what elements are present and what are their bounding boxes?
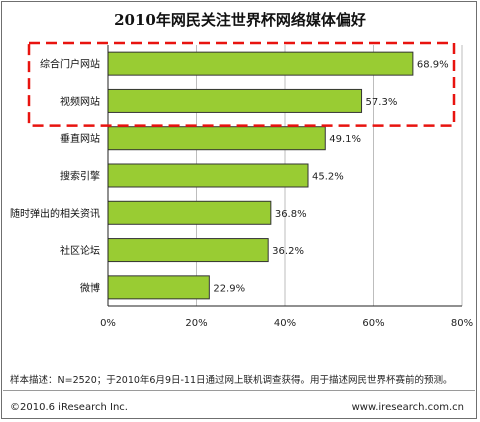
value-label: 57.3%: [366, 97, 398, 108]
x-axis-tick-labels: 0% 20% 40% 60% 80%: [100, 318, 473, 329]
x-tick-label: 40%: [274, 318, 296, 329]
category-label: 综合门户网站: [40, 58, 100, 71]
bars: [107, 51, 414, 300]
category-label: 微博: [80, 281, 100, 294]
bar: [107, 238, 269, 263]
value-label: 22.9%: [213, 283, 245, 294]
bar: [107, 51, 414, 76]
x-tick-label: 80%: [451, 318, 473, 329]
copyright-text: ©2010.6 iResearch Inc.: [10, 402, 128, 413]
value-labels: 68.9% 57.3% 49.1% 45.2% 36.8% 36.2% 22.9%: [213, 60, 448, 295]
bar: [107, 88, 363, 113]
sample-note: 样本描述：N=2520；于2010年6月9日-11日通过网上联机调查获得。用于描…: [10, 375, 453, 386]
bar: [107, 275, 210, 300]
category-label: 垂直网站: [60, 132, 100, 145]
category-label: 随时弹出的相关资讯: [10, 207, 100, 220]
chart-title: 2010年网民关注世界杯网络媒体偏好: [114, 11, 366, 29]
axes: [107, 45, 462, 307]
bar: [107, 126, 326, 151]
value-label: 36.8%: [275, 209, 307, 220]
bar: [107, 163, 309, 188]
category-label: 社区论坛: [60, 244, 100, 257]
category-label: 搜索引擎: [60, 170, 100, 183]
category-label: 视频网站: [60, 95, 100, 108]
value-label: 36.2%: [272, 246, 304, 257]
highlight-rect: [27, 41, 456, 127]
website-text: www.iresearch.com.cn: [351, 402, 464, 413]
x-tick-label: 0%: [100, 318, 116, 329]
footer-divider: [3, 390, 475, 391]
bar: [107, 200, 272, 225]
value-label: 68.9%: [417, 60, 449, 71]
x-tick-label: 60%: [362, 318, 384, 329]
value-label: 45.2%: [312, 172, 344, 183]
highlight-box: [27, 41, 456, 127]
value-label: 49.1%: [329, 134, 361, 145]
x-tick-label: 20%: [185, 318, 207, 329]
